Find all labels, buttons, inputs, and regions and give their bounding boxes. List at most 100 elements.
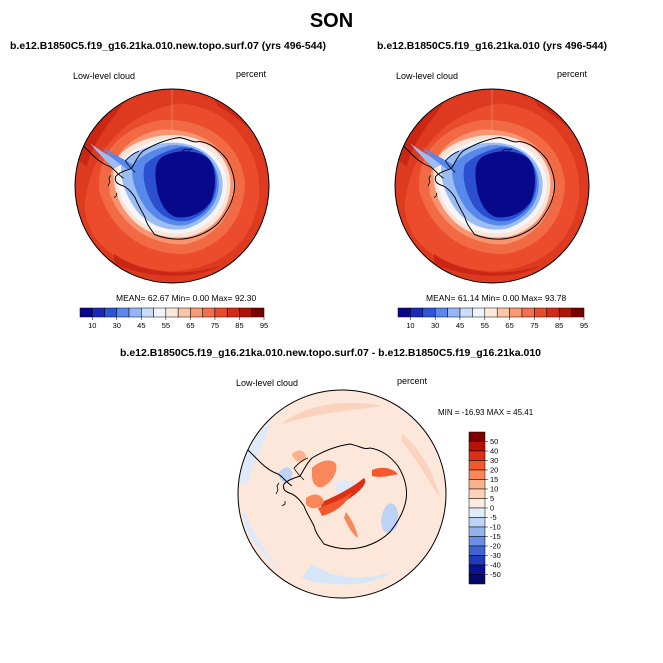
panel-1-colorbar-tick-label: 85 — [235, 321, 243, 330]
panel-1-colorbar: 10 30 45 55 65 75 85 95 — [79, 307, 268, 330]
panel-2-colorbar-swatch — [410, 307, 424, 318]
panel-2-max-label: Max= — [521, 293, 543, 303]
panel-1-map — [75, 89, 269, 283]
diff-colorbar-swatch — [468, 498, 486, 509]
panel-1-colorbar-tick-label: 45 — [137, 321, 145, 330]
diff-colorbar-swatch — [468, 460, 486, 471]
panel-2-colorbar-tick-label: 10 — [406, 321, 414, 330]
panel-1-colorbar-swatch — [251, 307, 265, 318]
panel-1-colorbar-tick-label: 65 — [186, 321, 194, 330]
diff-colorbar-swatch — [468, 536, 486, 547]
panel-1-colorbar-swatch — [226, 307, 240, 318]
diff-colorbar-tick-label: 40 — [490, 447, 498, 456]
panel-2-stats: MEAN= 61.14 Min= 0.00 Max= 93.78 — [426, 293, 566, 303]
diff-colorbar-tick-label: -50 — [490, 570, 501, 579]
diff-title: b.e12.B1850C5.f19_g16.21ka.010.new.topo.… — [120, 347, 542, 359]
panel-1-max-label: Max= — [211, 293, 233, 303]
panel-1-min-label: Min= — [171, 293, 191, 303]
panel-1-colorbar-swatch — [141, 307, 154, 318]
diff-colorbar-swatch — [468, 526, 486, 537]
diff-units: percent — [397, 376, 428, 386]
panel-2-colorbar-swatch — [509, 307, 523, 318]
panel-1-colorbar-swatch — [104, 307, 118, 318]
panel-2-colorbar-swatch — [397, 307, 411, 318]
diff-colorbar-tick-label: -20 — [490, 542, 501, 551]
panel-2-colorbar-tick-label: 55 — [481, 321, 489, 330]
panel-1-mean: 62.67 — [147, 293, 170, 303]
panel-2-variable: Low-level cloud — [396, 71, 459, 81]
panel-1-title: b.e12.B1850C5.f19_g16.21ka.010.new.topo.… — [10, 40, 326, 52]
panel-1-colorbar-swatch — [92, 307, 105, 318]
diff-colorbar-tick-label: -40 — [490, 561, 501, 570]
diff-variable: Low-level cloud — [236, 378, 299, 388]
panel-1-map-border — [74, 88, 270, 284]
panel-2-colorbar-swatch — [571, 307, 585, 318]
panel-1-colorbar-swatch — [128, 307, 142, 318]
diff-colorbar-swatch — [468, 574, 486, 585]
panel-1-colorbar-swatch — [116, 307, 130, 318]
panel-2-colorbar-tick-label: 95 — [580, 321, 588, 330]
diff-colorbar-swatch — [468, 507, 486, 518]
panel-2-colorbar-swatch — [534, 307, 548, 318]
diff-colorbar-tick-label: -5 — [490, 513, 497, 522]
diff-colorbar-swatch — [468, 564, 486, 575]
diff-colorbar-tick-label: 50 — [490, 437, 498, 446]
panel-1-colorbar-swatch — [165, 307, 179, 318]
diff-colorbar-tick-label: 10 — [490, 485, 498, 494]
panel-2-units: percent — [557, 69, 588, 79]
panel-2-map — [395, 89, 589, 283]
diff-minmax: MIN = -16.93 MAX = 45.41 — [438, 408, 534, 417]
diff-colorbar-swatch — [468, 441, 486, 452]
panel-2-colorbar-tick-label: 65 — [505, 321, 513, 330]
panel-1-colorbar-swatch — [202, 307, 216, 318]
diff-colorbar-tick-label: 30 — [490, 456, 498, 465]
diff-colorbar-tick-label: 20 — [490, 466, 498, 475]
diff-colorbar-tick-label: 5 — [490, 494, 494, 503]
panel-1-colorbar-tick-label: 30 — [113, 321, 121, 330]
panel-2-colorbar-swatch — [472, 307, 486, 318]
figure-title: SON — [309, 10, 354, 32]
diff-colorbar-tick-label: -10 — [490, 523, 501, 532]
panel-2-title: b.e12.B1850C5.f19_g16.21ka.010 (yrs 496-… — [377, 40, 607, 52]
panel-2-colorbar-swatch — [546, 307, 560, 318]
panel-2-colorbar-swatch — [521, 307, 535, 318]
diff-colorbar-tick-label: -15 — [490, 532, 501, 541]
panel-1-colorbar-swatch — [190, 307, 203, 318]
panel-2-colorbar-tick-label: 85 — [555, 321, 563, 330]
diff-colorbar-swatch — [468, 488, 486, 499]
panel-1-stats: MEAN= 62.67 Min= 0.00 Max= 92.30 — [116, 293, 256, 303]
panel-1-colorbar-swatch — [214, 307, 228, 318]
panel-2-min-label: Min= — [481, 293, 501, 303]
panel-2-mean: 61.14 — [457, 293, 480, 303]
panel-2-colorbar-swatch — [484, 307, 498, 318]
panel-2-colorbar-swatch — [459, 307, 473, 318]
diff-colorbar-swatch — [468, 431, 486, 442]
diff-colorbar-swatch — [468, 545, 486, 556]
panel-1-max: 92.30 — [234, 293, 257, 303]
diff-colorbar-swatch — [468, 479, 486, 490]
panel-2-map-border — [394, 88, 590, 284]
panel-2-colorbar-swatch — [422, 307, 436, 318]
panel-2-mean-label: MEAN= — [426, 293, 456, 303]
panel-1-colorbar-swatch — [153, 307, 167, 318]
panel-1-mean-label: MEAN= — [116, 293, 146, 303]
diff-colorbar-tick-label: 0 — [490, 504, 494, 513]
panel-2-colorbar-tick-label: 30 — [431, 321, 439, 330]
panel-2-colorbar-tick-label: 45 — [456, 321, 464, 330]
panel-1-units: percent — [236, 69, 267, 79]
panel-2-colorbar-swatch — [558, 307, 572, 318]
panel-2-max: 93.78 — [544, 293, 567, 303]
panel-2-colorbar-tick-label: 75 — [530, 321, 538, 330]
panel-1-variable: Low-level cloud — [73, 71, 136, 81]
panel-1-colorbar-tick-label: 95 — [260, 321, 268, 330]
diff-map-border — [237, 389, 447, 599]
panel-1-colorbar-swatch — [79, 307, 93, 318]
panel-1-colorbar-swatch — [239, 307, 252, 318]
diff-colorbar-swatch — [468, 450, 486, 461]
panel-1-min: 0.00 — [192, 293, 210, 303]
diff-map — [238, 390, 446, 598]
panel-2-colorbar-swatch — [496, 307, 510, 318]
diff-colorbar-swatch — [468, 469, 486, 480]
